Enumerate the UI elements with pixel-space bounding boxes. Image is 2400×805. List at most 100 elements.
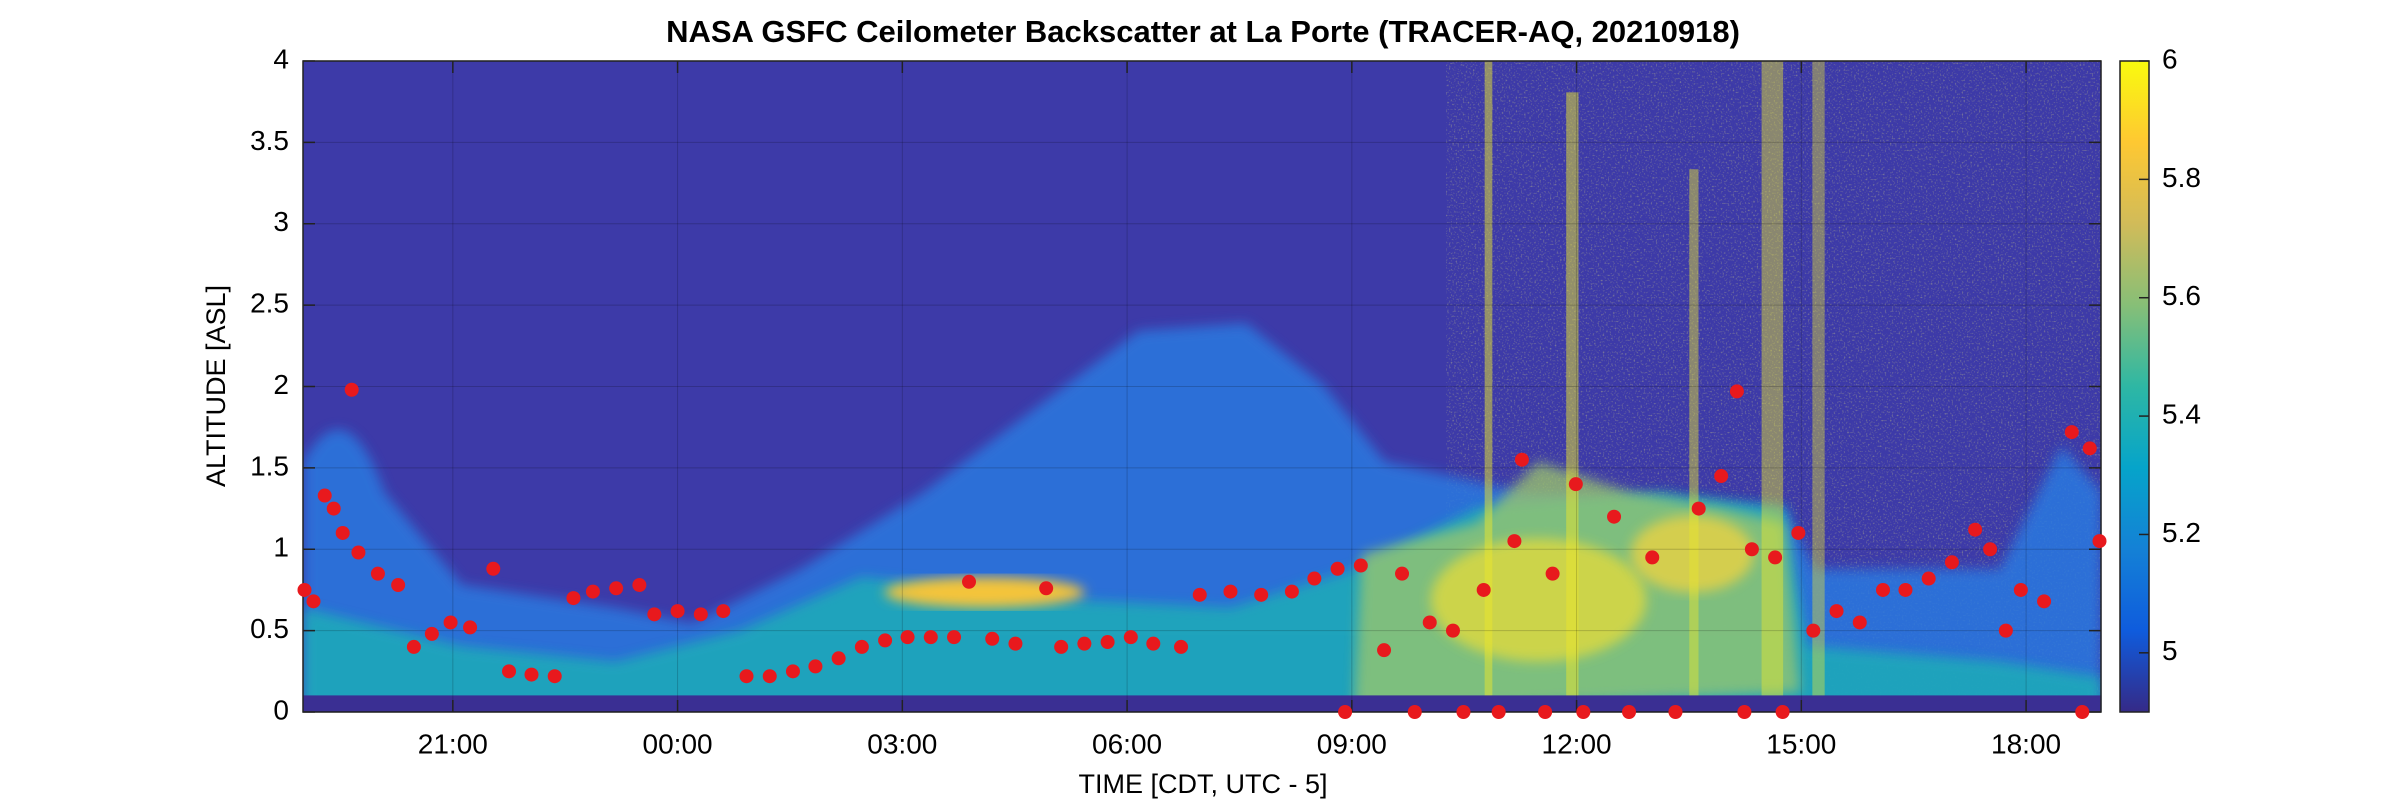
pbl-point [1039, 581, 1054, 596]
pbl-point [609, 581, 624, 596]
pbl-point [1422, 615, 1437, 630]
pbl-point [854, 639, 869, 654]
colorbar-tick-label: 6 [2162, 43, 2178, 74]
pbl-point [1729, 384, 1744, 399]
colorbar [2119, 60, 2150, 713]
colorbar-tick-label: 5 [2162, 635, 2178, 666]
pbl-point [335, 525, 350, 540]
pbl-point [1875, 582, 1890, 597]
y-tick-label: 3 [273, 206, 289, 237]
pbl-point [1806, 623, 1821, 638]
pbl-point [547, 669, 562, 684]
pbl-point [1377, 643, 1392, 658]
y-axis-label: ALTITUDE [ASL] [201, 285, 231, 487]
pbl-point [443, 615, 458, 630]
pbl-point [2064, 425, 2079, 440]
pbl-point [962, 574, 977, 589]
pbl-point [1476, 582, 1491, 597]
colorbar-tick-label: 5.4 [2162, 398, 2201, 429]
pbl-point [1491, 705, 1506, 719]
pbl-point [2037, 594, 2052, 609]
x-axis-label: TIME [CDT, UTC - 5] [1079, 769, 1328, 799]
pbl-point [1456, 705, 1471, 719]
pbl-point [1983, 542, 1998, 557]
pbl-point [1223, 584, 1238, 599]
pbl-point [1898, 582, 1913, 597]
pbl-point [524, 667, 539, 682]
pbl-point [585, 584, 600, 599]
y-tick-label: 1 [273, 532, 289, 563]
pbl-point [900, 630, 915, 645]
pbl-point [1353, 558, 1368, 573]
pbl-point [1123, 630, 1138, 645]
colorbar-tick-label: 5.8 [2162, 162, 2201, 193]
pbl-point [424, 626, 439, 641]
pbl-point [463, 620, 478, 635]
pbl-point [1645, 550, 1660, 565]
pbl-point [1174, 639, 1189, 654]
pbl-point [306, 594, 321, 609]
pbl-point [297, 582, 312, 597]
pbl-point [1307, 571, 1322, 586]
pbl-point [1330, 561, 1345, 576]
pbl-point [693, 607, 708, 622]
pbl-point [566, 591, 581, 606]
pbl-point [1445, 623, 1460, 638]
pbl-point [1514, 452, 1529, 467]
pbl-point [1576, 705, 1591, 719]
pbl-point [1507, 534, 1522, 549]
pbl-point [923, 630, 938, 645]
y-tick-label: 2.5 [250, 288, 289, 319]
pbl-point [632, 578, 647, 593]
pbl-point [317, 488, 332, 503]
pbl-point [2013, 582, 2028, 597]
pbl-point [878, 633, 893, 648]
y-tick-label: 2 [273, 369, 289, 400]
x-tick-label: 03:00 [867, 728, 937, 759]
x-tick-label: 12:00 [1542, 728, 1612, 759]
pbl-point [1338, 705, 1353, 719]
backscatter-image [303, 61, 2102, 713]
pbl-point [1568, 477, 1583, 492]
colorbar-tick-label: 5.6 [2162, 280, 2201, 311]
pbl-point [1100, 635, 1115, 650]
pbl-point [1714, 469, 1729, 484]
pbl-point [502, 664, 517, 679]
pbl-point [1768, 550, 1783, 565]
pbl-point [391, 578, 406, 593]
pbl-point [2075, 705, 2090, 719]
pbl-point [739, 669, 754, 684]
pbl-point [1691, 501, 1706, 516]
pbl-point [1607, 509, 1622, 524]
pbl-point [351, 545, 366, 560]
pbl-point [1077, 636, 1092, 651]
x-tick-label: 09:00 [1317, 728, 1387, 759]
pbl-point [1054, 639, 1069, 654]
pbl-point [831, 651, 846, 666]
pbl-point [326, 501, 341, 516]
pbl-point [344, 382, 359, 397]
pbl-point [1829, 604, 1844, 619]
pbl-point [1921, 571, 1936, 586]
pbl-point [1775, 705, 1790, 719]
pbl-point [1284, 584, 1299, 599]
pbl-point [1254, 587, 1269, 602]
x-tick-label: 18:00 [1991, 728, 2061, 759]
pbl-point [2082, 441, 2097, 456]
pbl-point [1944, 555, 1959, 570]
pbl-point [1791, 525, 1806, 540]
y-tick-label: 1.5 [250, 450, 289, 481]
pbl-point [1668, 705, 1683, 719]
x-tick-label: 21:00 [418, 728, 488, 759]
chart-title: NASA GSFC Ceilometer Backscatter at La P… [666, 14, 1740, 49]
pbl-point [1008, 636, 1023, 651]
pbl-point [947, 630, 962, 645]
pbl-point [985, 631, 1000, 646]
pbl-point [406, 639, 421, 654]
pbl-point [1407, 705, 1422, 719]
y-tick-label: 3.5 [250, 125, 289, 156]
pbl-point [670, 604, 685, 619]
y-tick-label: 0.5 [250, 613, 289, 644]
y-tick-label: 4 [273, 43, 289, 74]
